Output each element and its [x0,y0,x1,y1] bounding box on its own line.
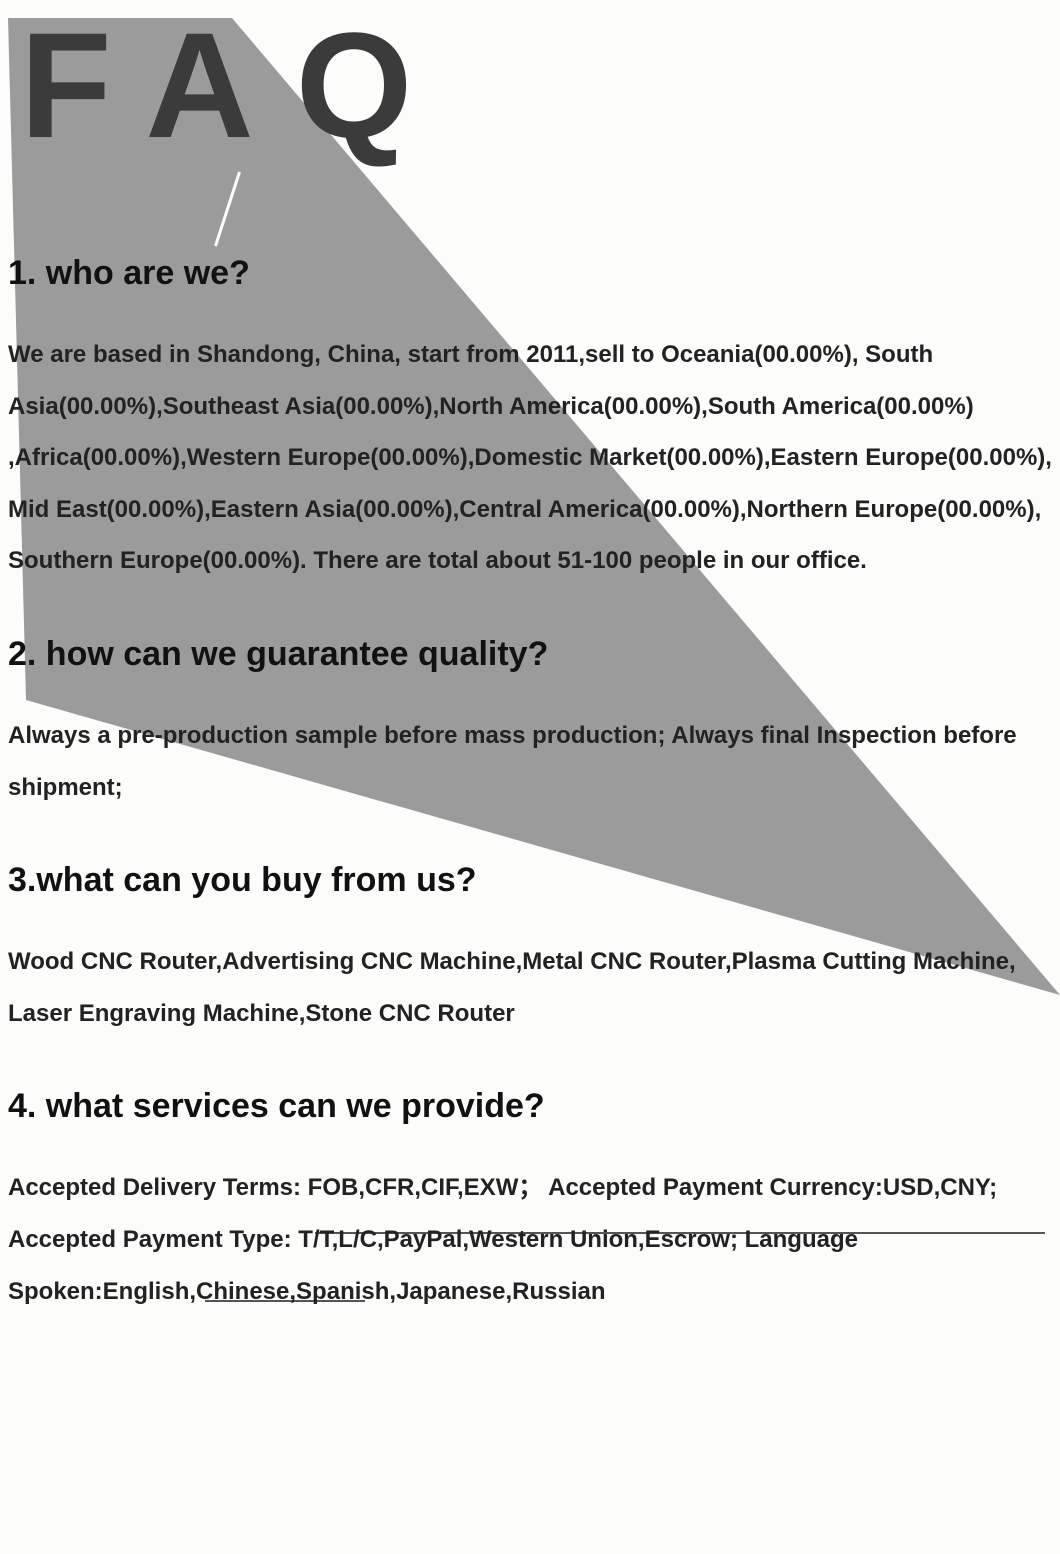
faq-content: FAQ 1. who are we? We are based in Shand… [0,10,1060,1317]
faq-question: 4. what services can we provide? [8,1087,1052,1126]
faq-answer: Accepted Delivery Terms: FOB,CFR,CIF,EXW… [8,1162,1052,1317]
faq-answer: We are based in Shandong, China, start f… [8,329,1052,587]
faq-answer: Always a pre-production sample before ma… [8,710,1052,813]
faq-question: 3.what can you buy from us? [8,861,1052,900]
faq-section-4: 4. what services can we provide? Accepte… [8,1087,1052,1317]
page-title: FAQ [20,10,1052,160]
faq-question: 1. who are we? [8,254,1052,293]
faq-answer: Wood CNC Router,Advertising CNC Machine,… [8,936,1052,1039]
faq-section-3: 3.what can you buy from us? Wood CNC Rou… [8,861,1052,1039]
faq-section-1: 1. who are we? We are based in Shandong,… [8,254,1052,587]
faq-section-2: 2. how can we guarantee quality? Always … [8,635,1052,813]
faq-question: 2. how can we guarantee quality? [8,635,1052,674]
